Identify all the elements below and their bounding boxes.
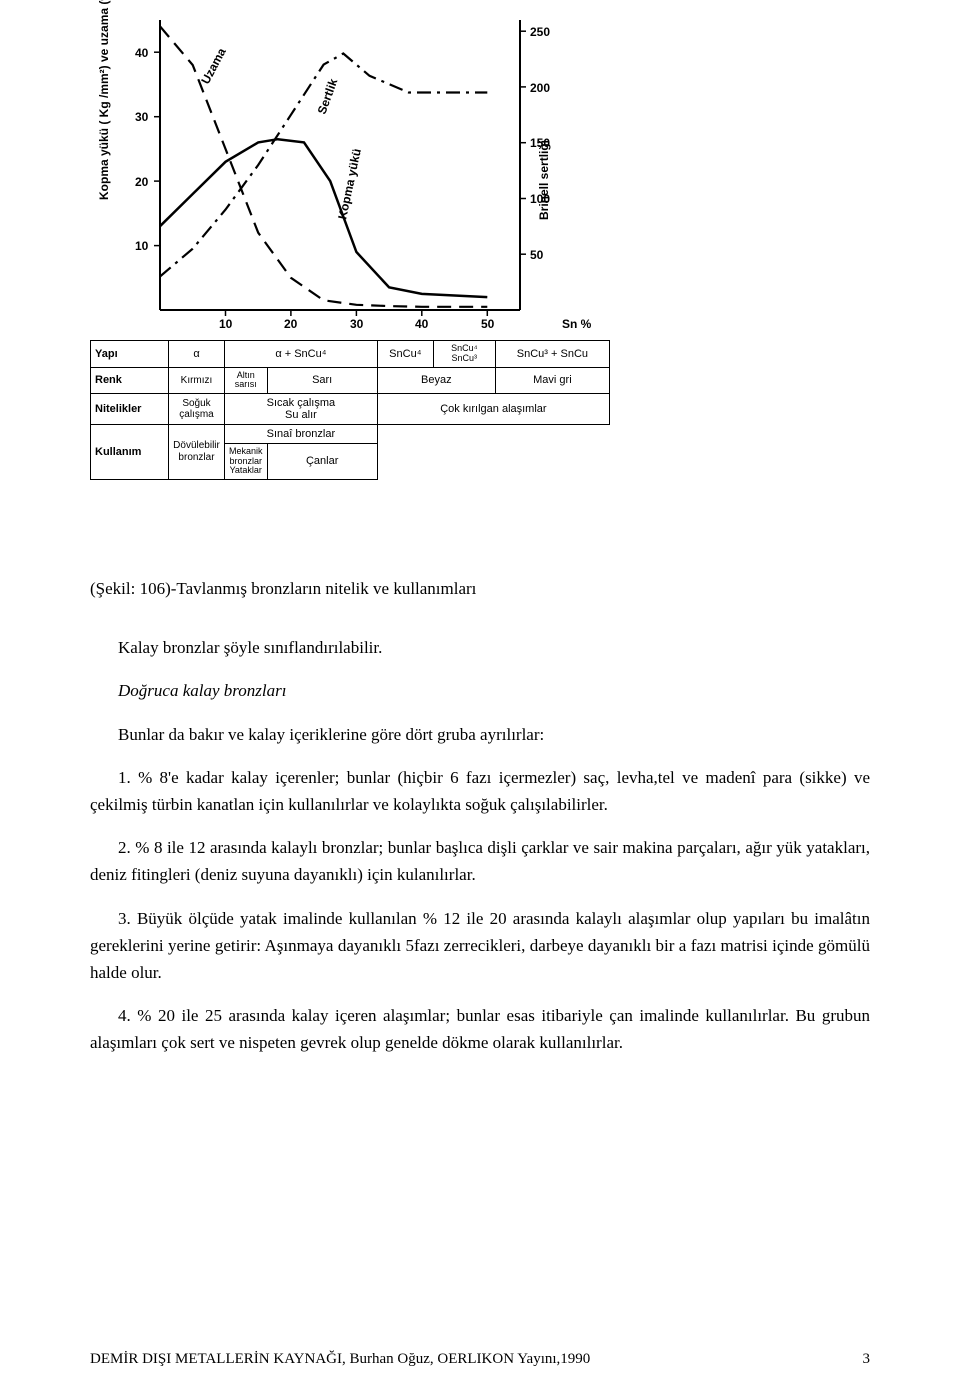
- cell: Sarı: [267, 367, 377, 393]
- cell: Kırmızı: [169, 367, 225, 393]
- intro: Kalay bronzlar şöyle sınıflandırılabilir…: [90, 634, 870, 661]
- label-sertlik: Sertlik: [315, 76, 341, 116]
- item-3: 3. Büyük ölçüde yatak imalinde kullanıla…: [90, 905, 870, 987]
- cell: Çanlar: [267, 443, 377, 480]
- subheading: Doğruca kalay bronzları: [90, 677, 870, 704]
- cell: Altın sarısı: [225, 367, 268, 393]
- figure-caption: (Şekil: 106)-Tavlanmış bronzların niteli…: [90, 575, 870, 602]
- table-row-kullanim: Kullanım Dövülebilir bronzlar Sınaî bron…: [91, 424, 610, 443]
- cell: Çok kırılgan alaşımlar: [377, 393, 609, 424]
- label-uzama: Uzama: [198, 45, 229, 86]
- x-tick-40: 40: [415, 317, 429, 331]
- body-text: (Şekil: 106)-Tavlanmış bronzların niteli…: [90, 575, 870, 1072]
- yl-tick-10: 10: [135, 239, 149, 253]
- cell: Soğuk çalışma: [169, 393, 225, 424]
- yl-tick-30: 30: [135, 110, 149, 124]
- rowhead-renk: Renk: [91, 367, 169, 393]
- curve-kopma: [160, 139, 487, 297]
- rowhead-nitelikler: Nitelikler: [91, 393, 169, 424]
- cell: Mekanik bronzlar Yataklar: [225, 443, 268, 480]
- x-tick-10: 10: [219, 317, 233, 331]
- cell: Dövülebilir bronzlar: [169, 424, 225, 480]
- cell: SnCu⁴ SnCu³: [433, 341, 495, 368]
- yr-tick-250: 250: [530, 25, 550, 39]
- cell: Beyaz: [377, 367, 495, 393]
- x-tick-20: 20: [284, 317, 298, 331]
- page-footer: DEMİR DIŞI METALLERİN KAYNAĞI, Burhan Oğ…: [90, 1351, 870, 1368]
- yl-tick-40: 40: [135, 46, 149, 60]
- label-kopma: Kopma yükü: [335, 147, 364, 220]
- cell: SnCu⁴: [377, 341, 433, 368]
- y-right-label: Brinell sertliği: [537, 140, 551, 220]
- footer-left: DEMİR DIŞI METALLERİN KAYNAĞI, Burhan Oğ…: [90, 1351, 590, 1368]
- y-right-ticks: 50 100 150 200 250: [520, 25, 550, 262]
- cell: Mavi gri: [495, 367, 609, 393]
- yr-tick-200: 200: [530, 81, 550, 95]
- item-4: 4. % 20 ile 25 arasında kalay içeren ala…: [90, 1002, 870, 1056]
- rowhead-kullanim: Kullanım: [91, 424, 169, 480]
- x-tick-50: 50: [481, 317, 495, 331]
- phase-table: Yapı α α + SnCu⁴ SnCu⁴ SnCu⁴ SnCu³ SnCu³…: [90, 340, 610, 480]
- cell: Sınaî bronzlar: [225, 424, 378, 443]
- table-row-nitelikler: Nitelikler Soğuk çalışma Sıcak çalışma S…: [91, 393, 610, 424]
- cell: α + SnCu⁴: [225, 341, 378, 368]
- footer-page-number: 3: [863, 1351, 871, 1368]
- x-axis-label: Sn %: [562, 317, 592, 331]
- yr-tick-150: 150: [530, 136, 550, 150]
- x-tick-30: 30: [350, 317, 364, 331]
- yl-tick-20: 20: [135, 175, 149, 189]
- table-row-renk: Renk Kırmızı Altın sarısı Sarı Beyaz Mav…: [91, 367, 610, 393]
- lead: Bunlar da bakır ve kalay içeriklerine gö…: [90, 721, 870, 748]
- figure-area: Kopma yükü ( Kg /mm²) ve uzama (%) Brine…: [90, 0, 610, 540]
- yr-tick-100: 100: [530, 192, 550, 206]
- table-row-yapi: Yapı α α + SnCu⁴ SnCu⁴ SnCu⁴ SnCu³ SnCu³…: [91, 341, 610, 368]
- y-left-ticks: 10 20 30 40: [135, 46, 160, 253]
- rowhead-yapi: Yapı: [91, 341, 169, 368]
- y-left-label: Kopma yükü ( Kg /mm²) ve uzama (%): [97, 0, 111, 200]
- chart-svg: Kopma yükü ( Kg /mm²) ve uzama (%) Brine…: [90, 0, 610, 340]
- x-ticks: 10 20 30 40 50 Sn %: [219, 310, 592, 331]
- cell: α: [169, 341, 225, 368]
- cell: Sıcak çalışma Su alır: [225, 393, 378, 424]
- item-2: 2. % 8 ile 12 arasında kalaylı bronzlar;…: [90, 834, 870, 888]
- yr-tick-50: 50: [530, 248, 544, 262]
- item-1: 1. % 8'e kadar kalay içerenler; bunlar (…: [90, 764, 870, 818]
- cell: SnCu³ + SnCu: [495, 341, 609, 368]
